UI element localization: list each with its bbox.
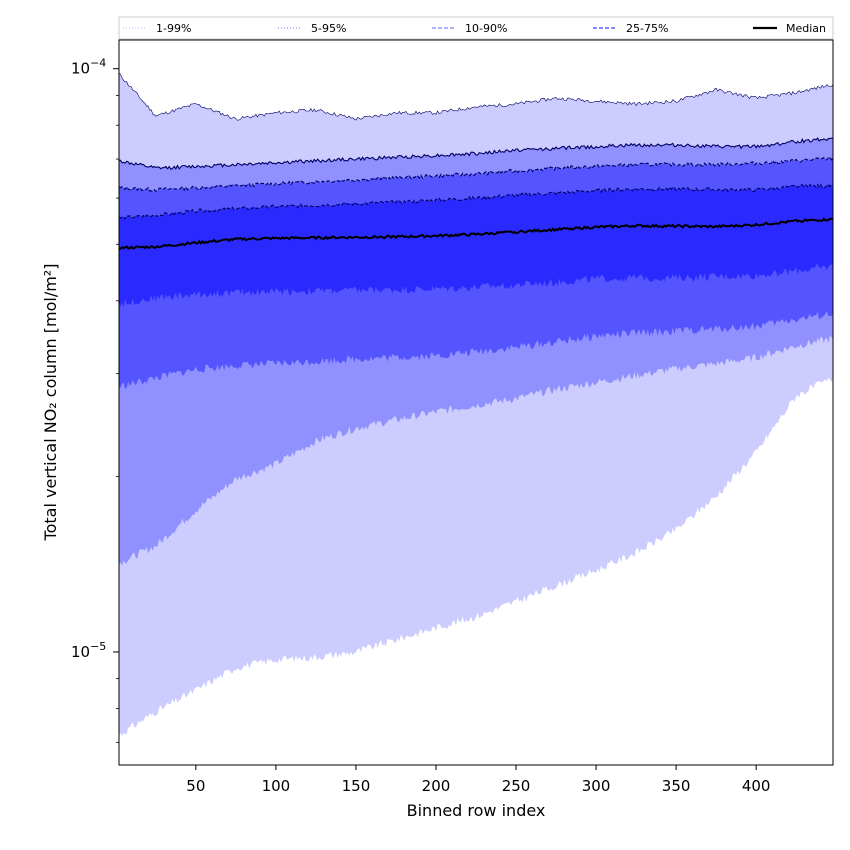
legend-box (118, 16, 834, 40)
x-axis: 50 100 150 200 250 300 350 400 (186, 765, 770, 795)
percentile-boundary-lines (118, 73, 834, 221)
legend-label: Median (786, 22, 826, 35)
y-tick-label: 10−4 (71, 57, 106, 78)
median-line (118, 217, 834, 250)
legend-label: 1-99% (156, 22, 191, 35)
x-tick-label: 400 (742, 777, 771, 795)
x-tick-label: 300 (582, 777, 611, 795)
legend-label: 10-90% (465, 22, 507, 35)
band-upper-line-25-75pct (118, 183, 834, 221)
band-upper-line-5-95pct (118, 137, 834, 171)
x-tick-label: 200 (422, 777, 451, 795)
x-tick-label: 350 (662, 777, 691, 795)
legend-label: 5-95% (311, 22, 346, 35)
legend: 1-99% 5-95% 10-90% 25-75% Median (118, 16, 834, 40)
plot-frame (118, 39, 834, 766)
band-25-75pct (119, 184, 833, 307)
band-upper-line-1-99pct (118, 73, 834, 121)
legend-label: 25-75% (626, 22, 668, 35)
y-tick-label: 10−5 (71, 640, 106, 661)
band-upper-line-10-90pct (118, 156, 834, 192)
median-line-group (118, 217, 834, 250)
x-tick-label: 250 (502, 777, 531, 795)
x-axis-label: Binned row index (407, 801, 546, 820)
y-axis-label: Total vertical NO₂ column [mol/m²] (41, 264, 60, 542)
y-axis: 10−5 10−4 (71, 57, 119, 743)
x-tick-label: 50 (186, 777, 205, 795)
x-tick-label: 150 (342, 777, 371, 795)
x-tick-label: 100 (262, 777, 291, 795)
percentile-bands (119, 73, 833, 736)
